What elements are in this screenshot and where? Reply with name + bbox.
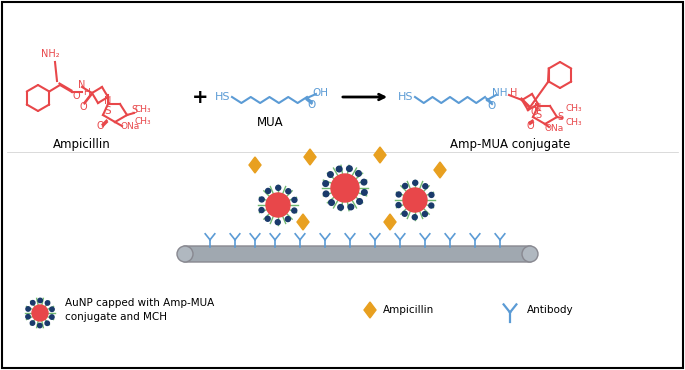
Circle shape bbox=[266, 188, 271, 194]
Circle shape bbox=[292, 208, 297, 213]
Circle shape bbox=[292, 198, 297, 202]
Circle shape bbox=[396, 192, 401, 197]
Circle shape bbox=[396, 203, 401, 208]
Text: HS: HS bbox=[398, 92, 414, 102]
Circle shape bbox=[265, 216, 270, 221]
FancyBboxPatch shape bbox=[183, 246, 532, 262]
Circle shape bbox=[423, 212, 427, 216]
Text: O: O bbox=[488, 101, 496, 111]
Text: Amp-MUA conjugate: Amp-MUA conjugate bbox=[450, 138, 570, 151]
Text: AuNP capped with Amp-MUA
conjugate and MCH: AuNP capped with Amp-MUA conjugate and M… bbox=[65, 298, 214, 322]
Circle shape bbox=[413, 180, 418, 185]
Circle shape bbox=[38, 298, 42, 303]
Polygon shape bbox=[304, 149, 316, 165]
Circle shape bbox=[403, 188, 427, 212]
Text: N: N bbox=[78, 80, 86, 90]
Circle shape bbox=[348, 204, 353, 210]
Polygon shape bbox=[364, 302, 376, 318]
Circle shape bbox=[412, 215, 417, 220]
Text: H: H bbox=[83, 87, 89, 97]
Polygon shape bbox=[434, 162, 446, 178]
Circle shape bbox=[286, 189, 291, 194]
Polygon shape bbox=[249, 157, 261, 173]
Text: Ampicillin: Ampicillin bbox=[53, 138, 111, 151]
Circle shape bbox=[403, 184, 408, 188]
Text: NH₂: NH₂ bbox=[40, 49, 60, 59]
Text: ONa: ONa bbox=[545, 124, 564, 132]
Circle shape bbox=[275, 220, 280, 225]
Text: O: O bbox=[526, 121, 534, 131]
Circle shape bbox=[323, 191, 329, 197]
Circle shape bbox=[361, 179, 366, 185]
Text: O: O bbox=[96, 121, 104, 131]
Circle shape bbox=[338, 205, 343, 210]
Text: S: S bbox=[105, 106, 112, 116]
Text: N: N bbox=[104, 96, 112, 106]
Text: CH₃: CH₃ bbox=[566, 118, 583, 127]
Polygon shape bbox=[384, 214, 396, 230]
Circle shape bbox=[347, 166, 352, 171]
Text: S: S bbox=[535, 110, 541, 120]
Circle shape bbox=[30, 321, 35, 325]
Circle shape bbox=[32, 305, 48, 321]
Circle shape bbox=[26, 307, 30, 311]
Circle shape bbox=[259, 197, 264, 202]
Circle shape bbox=[336, 166, 342, 172]
Circle shape bbox=[259, 208, 264, 213]
Ellipse shape bbox=[522, 246, 538, 262]
Text: +: + bbox=[192, 87, 208, 107]
Circle shape bbox=[50, 315, 54, 319]
Text: CH₃: CH₃ bbox=[134, 104, 151, 114]
Circle shape bbox=[31, 300, 35, 305]
Text: Antibody: Antibody bbox=[527, 305, 573, 315]
Circle shape bbox=[45, 321, 49, 326]
Text: HS: HS bbox=[215, 92, 230, 102]
Text: CH₃: CH₃ bbox=[566, 104, 583, 112]
Circle shape bbox=[26, 314, 30, 319]
Circle shape bbox=[323, 181, 328, 186]
Text: N: N bbox=[534, 103, 542, 113]
Circle shape bbox=[50, 307, 54, 312]
Text: O: O bbox=[308, 100, 316, 110]
Polygon shape bbox=[374, 147, 386, 163]
Ellipse shape bbox=[177, 246, 193, 262]
Circle shape bbox=[38, 323, 42, 328]
Circle shape bbox=[429, 192, 434, 198]
Circle shape bbox=[402, 211, 407, 216]
Circle shape bbox=[327, 172, 333, 177]
Text: CH₃: CH₃ bbox=[134, 117, 151, 125]
Text: O: O bbox=[79, 102, 87, 112]
Circle shape bbox=[276, 185, 281, 190]
Circle shape bbox=[45, 301, 50, 305]
Text: O: O bbox=[530, 107, 538, 117]
Circle shape bbox=[357, 199, 362, 204]
Text: Ampicillin: Ampicillin bbox=[383, 305, 434, 315]
Circle shape bbox=[266, 193, 290, 217]
Text: OH: OH bbox=[312, 88, 328, 98]
Circle shape bbox=[362, 189, 367, 195]
Circle shape bbox=[356, 171, 361, 176]
Text: H: H bbox=[510, 88, 518, 98]
Text: S: S bbox=[557, 112, 563, 122]
Circle shape bbox=[331, 174, 359, 202]
Text: ONa: ONa bbox=[121, 121, 140, 131]
Circle shape bbox=[423, 184, 428, 189]
Circle shape bbox=[286, 216, 290, 222]
Polygon shape bbox=[297, 214, 309, 230]
Text: NH: NH bbox=[493, 88, 508, 98]
Text: S: S bbox=[131, 105, 137, 115]
Text: MUA: MUA bbox=[257, 115, 284, 128]
Text: O: O bbox=[72, 91, 80, 101]
Circle shape bbox=[329, 200, 334, 205]
Circle shape bbox=[429, 203, 434, 208]
